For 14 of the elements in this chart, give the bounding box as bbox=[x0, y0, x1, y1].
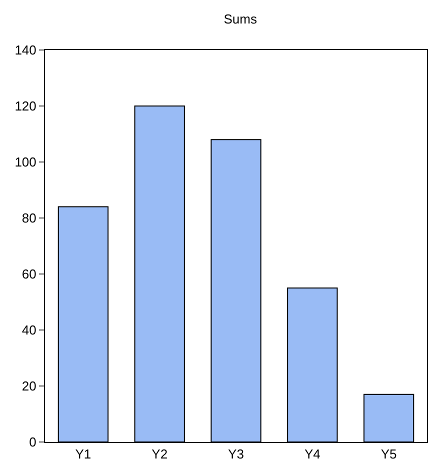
y-tick-label: 0 bbox=[29, 434, 36, 450]
chart-title: Sums bbox=[224, 11, 258, 26]
y-tick-label: 60 bbox=[22, 266, 36, 282]
y-tick-label: 40 bbox=[22, 322, 36, 338]
x-tick-label: Y1 bbox=[75, 446, 92, 462]
y-tick-label: 120 bbox=[14, 98, 36, 114]
x-tick-label: Y5 bbox=[380, 446, 397, 462]
y-tick-label: 20 bbox=[22, 378, 36, 394]
y-tick-label: 100 bbox=[14, 154, 36, 170]
y-tick-label: 80 bbox=[22, 210, 36, 226]
x-tick-label: Y3 bbox=[228, 446, 244, 462]
x-tick-label: Y2 bbox=[152, 446, 168, 462]
y-tick-label: 140 bbox=[14, 42, 36, 58]
x-tick-label: Y4 bbox=[304, 446, 320, 462]
